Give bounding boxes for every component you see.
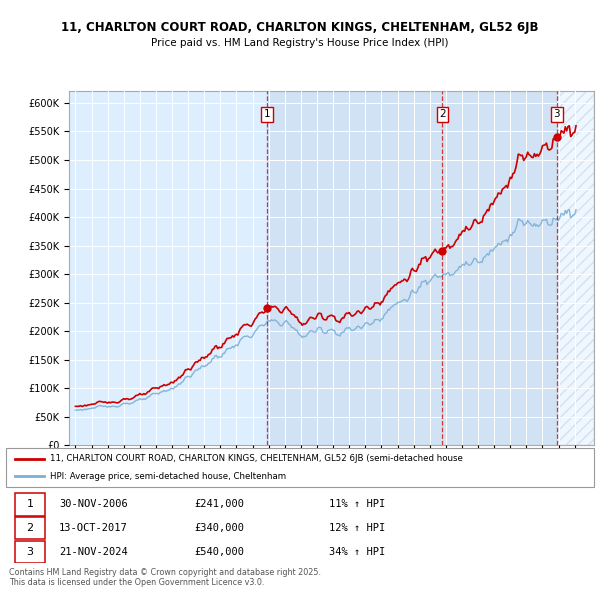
- FancyBboxPatch shape: [15, 517, 46, 539]
- Text: 2: 2: [26, 523, 34, 533]
- Text: 11% ↑ HPI: 11% ↑ HPI: [329, 500, 386, 509]
- Text: 11, CHARLTON COURT ROAD, CHARLTON KINGS, CHELTENHAM, GL52 6JB (semi-detached hou: 11, CHARLTON COURT ROAD, CHARLTON KINGS,…: [50, 454, 463, 463]
- FancyBboxPatch shape: [15, 540, 46, 563]
- Text: 1: 1: [26, 500, 34, 509]
- Text: 3: 3: [26, 547, 34, 556]
- Text: 1: 1: [264, 110, 271, 119]
- Text: 2: 2: [439, 110, 446, 119]
- Text: 11, CHARLTON COURT ROAD, CHARLTON KINGS, CHELTENHAM, GL52 6JB: 11, CHARLTON COURT ROAD, CHARLTON KINGS,…: [61, 21, 539, 34]
- Text: 34% ↑ HPI: 34% ↑ HPI: [329, 547, 386, 556]
- Text: 30-NOV-2006: 30-NOV-2006: [59, 500, 128, 509]
- Text: 13-OCT-2017: 13-OCT-2017: [59, 523, 128, 533]
- Text: 12% ↑ HPI: 12% ↑ HPI: [329, 523, 386, 533]
- Text: HPI: Average price, semi-detached house, Cheltenham: HPI: Average price, semi-detached house,…: [50, 472, 286, 481]
- Bar: [268, 91, 557, 445]
- Text: 3: 3: [554, 110, 560, 119]
- Text: £340,000: £340,000: [194, 523, 244, 533]
- FancyBboxPatch shape: [15, 493, 46, 516]
- Text: Contains HM Land Registry data © Crown copyright and database right 2025.
This d: Contains HM Land Registry data © Crown c…: [9, 568, 321, 587]
- Text: Price paid vs. HM Land Registry's House Price Index (HPI): Price paid vs. HM Land Registry's House …: [151, 38, 449, 48]
- Text: £540,000: £540,000: [194, 547, 244, 556]
- Text: £241,000: £241,000: [194, 500, 244, 509]
- Text: 21-NOV-2024: 21-NOV-2024: [59, 547, 128, 556]
